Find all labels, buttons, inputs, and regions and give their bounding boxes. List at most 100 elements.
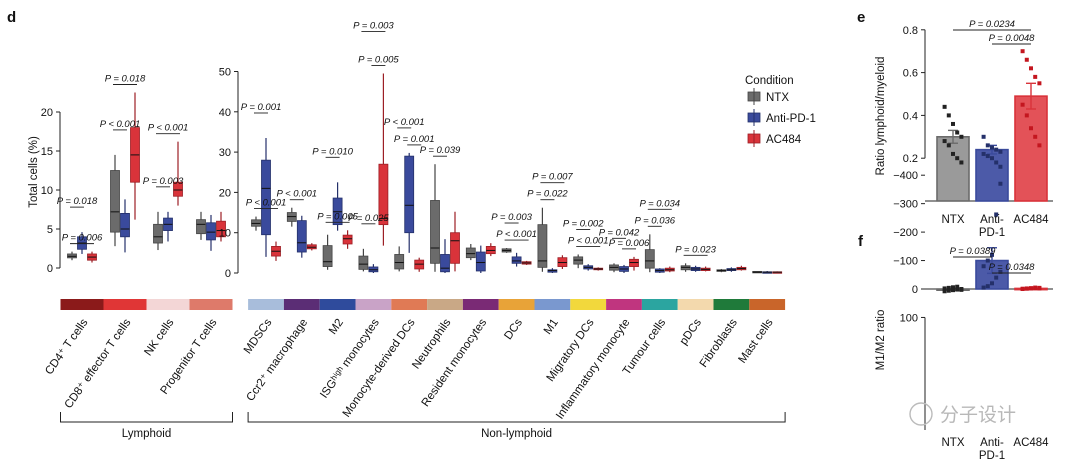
box-ntx bbox=[465, 247, 476, 259]
panel-label-e: e bbox=[857, 9, 865, 26]
p-value-label: P < 0.001 bbox=[568, 235, 609, 246]
data-point-ntx bbox=[946, 143, 951, 148]
data-point-anti-pd-1 bbox=[998, 269, 1003, 274]
category-color-strip bbox=[391, 299, 428, 310]
p-value-label: P = 0.003 bbox=[143, 176, 184, 187]
legend-item-anti-pd-1: Anti-PD-1 bbox=[747, 109, 816, 126]
category-label: DCs bbox=[502, 317, 525, 342]
p-value-label: P = 0.010 bbox=[312, 146, 353, 157]
category-color-strip bbox=[355, 299, 392, 310]
category-color-strip bbox=[319, 299, 356, 310]
watermark-text: 分子设计 bbox=[940, 404, 1016, 426]
data-point-ac484 bbox=[1037, 143, 1042, 148]
p-value-label: P = 0.034 bbox=[640, 198, 681, 209]
category-color-strip bbox=[427, 299, 463, 310]
y-tick-label: 0 bbox=[47, 263, 53, 275]
category-label: M2 bbox=[327, 317, 346, 337]
data-point-anti-pd-1 bbox=[985, 143, 990, 148]
box-anti-pd-1 bbox=[511, 256, 522, 264]
data-point-anti-pd-1 bbox=[981, 134, 986, 139]
panel-label-f: f bbox=[858, 233, 864, 250]
box-ntx bbox=[537, 224, 548, 268]
category-label: M1 bbox=[542, 317, 561, 337]
y-axis-label: M1/M2 ratio bbox=[875, 310, 887, 371]
p-value-label: P = 0.006 bbox=[609, 238, 650, 249]
box-anti-pd-1 bbox=[475, 251, 486, 272]
y-tick-label: −300 bbox=[893, 199, 918, 211]
box-ac484 bbox=[173, 181, 183, 197]
data-point-anti-pd-1 bbox=[994, 275, 999, 280]
data-point-anti-pd-1 bbox=[985, 258, 990, 263]
y-tick-label: 0.2 bbox=[903, 153, 918, 165]
x-tick-label: Anti- bbox=[980, 214, 1004, 226]
data-point-anti-pd-1 bbox=[985, 284, 990, 289]
data-point-ntx bbox=[946, 285, 951, 290]
data-point-anti-pd-1 bbox=[990, 252, 994, 257]
data-point-anti-pd-1 bbox=[998, 149, 1003, 154]
data-point-ntx bbox=[951, 288, 955, 293]
p-value-label: P = 0.007 bbox=[532, 172, 573, 183]
data-point-ntx bbox=[942, 289, 947, 294]
data-point-anti-pd-1 bbox=[990, 156, 994, 161]
p-value-label: P = 0.022 bbox=[527, 189, 568, 200]
x-tick-label: NTX bbox=[942, 437, 965, 449]
y-tick-label: 0 bbox=[225, 268, 231, 280]
p-value-label: P = 0.001 bbox=[394, 134, 435, 145]
box-ntx bbox=[644, 249, 655, 269]
data-point-ac484 bbox=[1020, 102, 1025, 107]
y-tick-label: 10 bbox=[219, 228, 231, 240]
category-color-strip bbox=[103, 299, 147, 310]
box-ntx bbox=[430, 200, 440, 264]
p-value-label: P < 0.001 bbox=[148, 123, 189, 134]
category-color-strip bbox=[60, 299, 104, 310]
box-ac484 bbox=[378, 163, 389, 226]
x-tick-label: Anti- bbox=[980, 437, 1004, 449]
y-tick-label: −200 bbox=[893, 227, 918, 239]
data-point-ac484 bbox=[1033, 285, 1038, 290]
box-anti-pd-1 bbox=[440, 254, 450, 273]
box-ntx bbox=[196, 219, 206, 235]
p-value-label: P = 0.018 bbox=[57, 196, 98, 207]
legend-item-ac484: AC484 bbox=[747, 130, 802, 147]
chart-e: Ratio lymphoid/myeloid 0.2 0.4 0.6 0.8 NTX An… bbox=[875, 19, 1053, 239]
y-tick-label: 0 bbox=[912, 284, 918, 296]
legend-label-anti-pd-1: Anti-PD-1 bbox=[766, 113, 816, 125]
box-ntx bbox=[358, 255, 369, 270]
data-point-ac484 bbox=[1037, 286, 1042, 291]
category-label: CD4⁺ T cells bbox=[43, 317, 90, 377]
x-tick-label: AC484 bbox=[1013, 437, 1049, 449]
box-anti-pd-1 bbox=[296, 220, 307, 253]
box-ac484 bbox=[450, 232, 460, 264]
data-point-anti-pd-1 bbox=[985, 154, 990, 159]
data-point-ntx bbox=[959, 134, 964, 139]
data-point-ntx bbox=[942, 104, 947, 109]
category-color-strip bbox=[146, 299, 190, 310]
y-tick-label: 100 bbox=[900, 312, 918, 324]
data-point-ntx bbox=[951, 121, 955, 126]
category-color-strip bbox=[677, 299, 714, 310]
y-tick-label: −100 bbox=[893, 256, 918, 268]
p-value-label: P < 0.001 bbox=[384, 117, 425, 128]
x-tick-label: PD-1 bbox=[979, 450, 1005, 462]
p-value-label: P = 0.042 bbox=[599, 227, 640, 238]
y-tick-label: −400 bbox=[893, 170, 918, 182]
y-tick-label: 15 bbox=[41, 146, 53, 158]
box-anti-pd-1 bbox=[404, 155, 415, 234]
y-tick-label: 0.8 bbox=[903, 25, 918, 37]
y-tick-label: 0.6 bbox=[903, 68, 918, 80]
data-point-ac484 bbox=[1024, 57, 1029, 62]
data-point-ac484 bbox=[1024, 113, 1029, 118]
x-tick-label: PD-1 bbox=[979, 227, 1005, 239]
y-tick-label: 30 bbox=[219, 147, 231, 159]
bar-ntx bbox=[936, 136, 970, 202]
p-value-label: P = 0.005 bbox=[358, 55, 399, 66]
data-point-ac484 bbox=[1024, 286, 1029, 291]
p-value-label: P = 0.0389 bbox=[950, 246, 997, 257]
data-point-ntx bbox=[955, 130, 960, 135]
group-bracket bbox=[247, 412, 786, 423]
p-value-label: P = 0.018 bbox=[105, 74, 146, 85]
x-tick-label: NTX bbox=[942, 214, 965, 226]
chart-f: M1/M2 ratio 100 0 −100 −200 −300 −400 NTX Anti-… bbox=[875, 170, 1053, 462]
data-point-anti-pd-1 bbox=[990, 281, 994, 286]
data-point-anti-pd-1 bbox=[998, 164, 1003, 169]
